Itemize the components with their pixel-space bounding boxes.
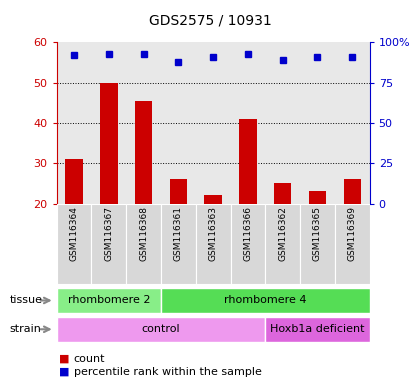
Bar bbox=[161, 204, 196, 284]
Bar bbox=[92, 204, 126, 284]
Bar bbox=[161, 288, 370, 313]
Bar bbox=[126, 204, 161, 284]
Bar bbox=[135, 101, 152, 204]
Text: count: count bbox=[74, 354, 105, 364]
Bar bbox=[57, 288, 161, 313]
Text: GSM116366: GSM116366 bbox=[244, 206, 252, 261]
Text: GSM116364: GSM116364 bbox=[70, 206, 79, 261]
Text: strain: strain bbox=[9, 324, 41, 334]
Bar bbox=[239, 119, 257, 204]
Bar bbox=[196, 204, 231, 284]
Bar bbox=[170, 179, 187, 204]
Text: GSM116368: GSM116368 bbox=[139, 206, 148, 261]
Text: ■: ■ bbox=[59, 367, 69, 377]
Text: rhombomere 2: rhombomere 2 bbox=[68, 295, 150, 306]
Text: control: control bbox=[142, 324, 180, 334]
Bar bbox=[265, 204, 300, 284]
Text: ■: ■ bbox=[59, 354, 69, 364]
Text: GSM116369: GSM116369 bbox=[348, 206, 357, 261]
Bar bbox=[265, 317, 370, 342]
Bar bbox=[57, 204, 92, 284]
Text: tissue: tissue bbox=[9, 295, 42, 306]
Text: rhombomere 4: rhombomere 4 bbox=[224, 295, 307, 306]
Text: GSM116367: GSM116367 bbox=[104, 206, 113, 261]
Text: GSM116362: GSM116362 bbox=[278, 206, 287, 261]
Text: GSM116363: GSM116363 bbox=[209, 206, 218, 261]
Bar bbox=[66, 159, 83, 204]
Text: GSM116365: GSM116365 bbox=[313, 206, 322, 261]
Bar bbox=[57, 317, 265, 342]
Text: Hoxb1a deficient: Hoxb1a deficient bbox=[270, 324, 365, 334]
Text: GSM116361: GSM116361 bbox=[174, 206, 183, 261]
Bar bbox=[344, 179, 361, 204]
Text: GDS2575 / 10931: GDS2575 / 10931 bbox=[149, 13, 271, 27]
Text: percentile rank within the sample: percentile rank within the sample bbox=[74, 367, 261, 377]
Bar bbox=[231, 204, 265, 284]
Bar bbox=[100, 83, 118, 204]
Bar bbox=[300, 204, 335, 284]
Bar bbox=[335, 204, 370, 284]
Bar bbox=[309, 192, 326, 204]
Bar bbox=[205, 195, 222, 204]
Bar bbox=[274, 184, 291, 204]
